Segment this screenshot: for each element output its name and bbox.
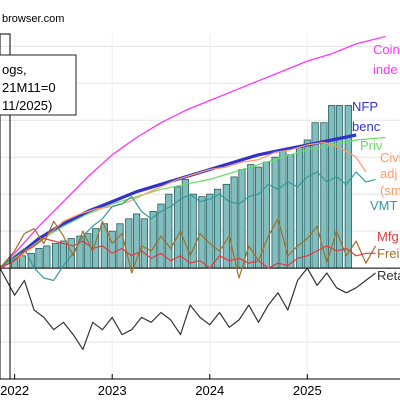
bar-23 <box>198 196 206 269</box>
series-label-mfg-1: Mfg <box>377 229 399 244</box>
series-label-civi-3: (sm <box>380 183 400 198</box>
bar-32 <box>271 156 279 269</box>
bar-17 <box>149 211 157 269</box>
series-label-freig-1: Freig <box>377 246 400 261</box>
note-box-frame <box>0 54 77 116</box>
bar-22 <box>189 193 197 269</box>
x-tick-label-3: 2025 <box>293 383 322 398</box>
series-label-civi-2: adj <box>380 166 397 181</box>
note-line-2: 21M11=0 <box>2 80 56 95</box>
bar-series <box>0 105 400 269</box>
series-line-reta <box>0 267 376 350</box>
bar-5 <box>52 243 60 269</box>
bar-30 <box>254 166 263 269</box>
bar-36 <box>303 139 311 269</box>
bar-35 <box>295 146 304 269</box>
series-label-reta-1: Reta <box>377 268 400 283</box>
series-line-nfp <box>0 133 357 270</box>
series-line-mfg <box>0 237 376 269</box>
bar-9 <box>84 233 92 269</box>
x-tick-label-1: 2023 <box>98 383 127 398</box>
series-label-nfp-1: NFP <box>352 99 378 114</box>
series-label-civi-1: Civi <box>380 150 400 165</box>
series-label-coin-1: Coin <box>373 42 400 57</box>
x-axis: 2022 2023 2024 2025 <box>0 374 400 398</box>
bar-41 <box>344 105 352 269</box>
bar-6 <box>59 240 68 269</box>
series-line-vmt <box>0 171 376 281</box>
bar-28 <box>238 169 246 269</box>
series-line-freig <box>0 218 377 279</box>
bar-39 <box>328 105 336 269</box>
bar-4 <box>43 245 51 269</box>
bar-24 <box>206 193 214 269</box>
bar-26 <box>222 183 230 269</box>
bar-16 <box>140 218 148 269</box>
line-series <box>0 35 386 350</box>
series-line-civi <box>0 141 367 269</box>
series-line-priv <box>0 136 386 269</box>
series-label-priv-1: Priv <box>360 138 383 153</box>
bar-31 <box>262 161 270 269</box>
bar-21 <box>181 178 189 269</box>
series-label-coin-2: inde <box>373 62 398 77</box>
watermark-box: browser.com <box>2 13 64 25</box>
note-line-1: ogs, <box>2 62 27 77</box>
bar-12 <box>108 230 116 269</box>
bar-13 <box>116 223 124 269</box>
note-box: ogs, 21M11=0 11/2025) <box>0 54 77 116</box>
bar-33 <box>279 149 287 269</box>
series-label-nfp-2: benc <box>352 119 381 134</box>
x-tick-label-0: 2022 <box>0 383 29 398</box>
note-line-3: 11/2025) <box>2 98 52 113</box>
series-line-coin <box>0 35 386 269</box>
x-tick-label-2: 2024 <box>195 383 224 398</box>
series-label-vmt-1: VMT <box>370 198 398 213</box>
bar-3 <box>35 247 43 269</box>
watermark-text: browser.com <box>2 13 64 25</box>
bar-1 <box>18 255 27 269</box>
plot-left-edge <box>0 33 11 380</box>
